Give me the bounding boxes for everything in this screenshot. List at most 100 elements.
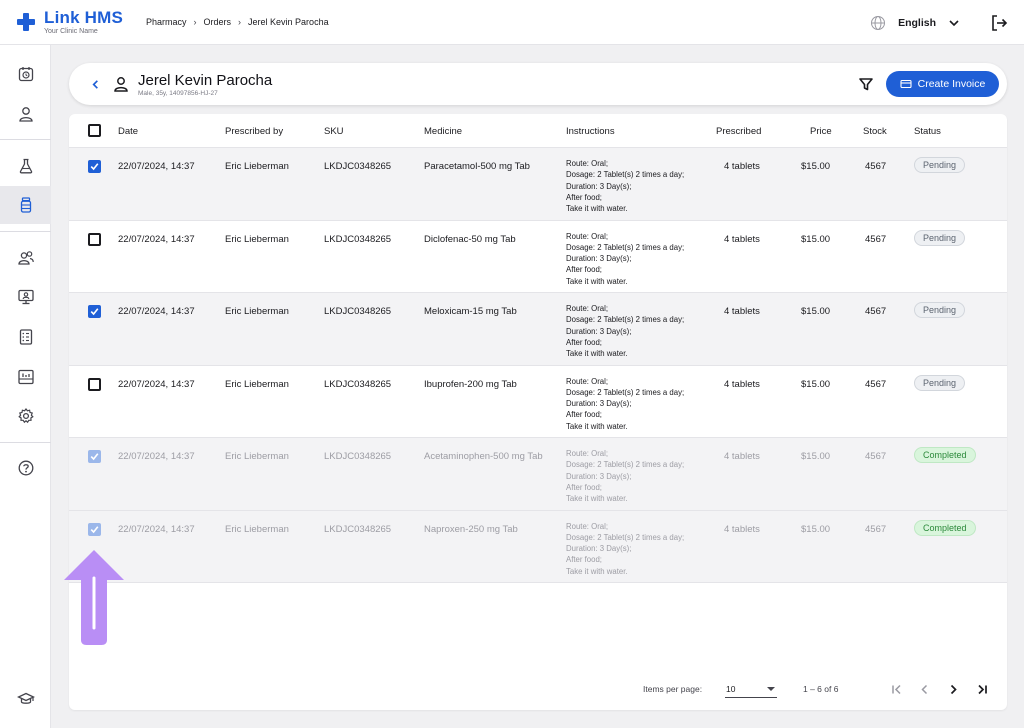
chevron-left-icon: [91, 79, 98, 89]
breadcrumb-orders[interactable]: Orders: [203, 17, 232, 27]
status-badge: Pending: [914, 302, 966, 318]
cell-medicine: Acetaminophen-500 mg Tab: [424, 451, 543, 462]
medicine-bottle-icon[interactable]: [0, 186, 51, 224]
cell-sku: LKDJC0348265: [324, 378, 392, 390]
back-button[interactable]: [86, 75, 104, 93]
group-icon[interactable]: [0, 239, 51, 277]
breadcrumb-separator-icon: ›: [193, 17, 197, 27]
next-page-button[interactable]: [945, 681, 961, 697]
cell-price: $15.00: [801, 161, 831, 172]
row-checkbox[interactable]: [88, 450, 101, 463]
row-checkbox[interactable]: [88, 522, 101, 536]
previous-page-button[interactable]: [916, 681, 932, 697]
instruction-line: Route: Oral;: [566, 449, 609, 458]
report-icon[interactable]: [0, 358, 51, 396]
table-row[interactable]: 22/07/2024, 14:37 Eric Lieberman LKDJC0348…: [69, 293, 1007, 366]
cell-date: 22/07/2024, 14:37: [118, 523, 195, 535]
instruction-line: Duration: 3 Day(s);: [566, 399, 632, 409]
help-icon[interactable]: [0, 449, 51, 487]
person-icon[interactable]: [0, 95, 51, 133]
items-per-page-select[interactable]: 10: [725, 680, 777, 698]
table-row[interactable]: 22/07/2024, 14:37 Eric Lieberman LKDJC0348…: [69, 510, 1007, 583]
breadcrumb-pharmacy[interactable]: Pharmacy: [146, 17, 187, 27]
column-header-prescribed-by[interactable]: Prescribed by: [225, 126, 284, 137]
patient-header: Jerel Kevin Parocha Male, 35y, 14097856-…: [69, 63, 1007, 105]
sidebar-divider: [0, 231, 51, 232]
globe-icon[interactable]: [870, 15, 886, 31]
create-invoice-button[interactable]: Create Invoice: [886, 71, 999, 97]
column-header-status[interactable]: Status: [914, 126, 941, 137]
cell-instructions: Route: Oral; Dosage: 2 Tablet(s) 2 times …: [566, 521, 716, 577]
chevron-down-icon[interactable]: [948, 17, 960, 29]
cell-prescribed-by: Eric Lieberman: [225, 306, 289, 317]
instruction-line: After food;: [566, 555, 602, 565]
instruction-line: Dosage: 2 Tablet(s) 2 times a day;: [566, 242, 685, 252]
row-checkbox[interactable]: [88, 305, 101, 318]
cell-prescribed: 4 tablets: [724, 233, 760, 245]
instruction-line: Take it with water.: [566, 204, 628, 214]
column-header-date[interactable]: Date: [118, 126, 139, 137]
status-badge: Completed: [914, 519, 976, 536]
instruction-line: After food;: [566, 482, 602, 492]
language-selector[interactable]: English: [898, 16, 936, 29]
graduation-cap-icon[interactable]: [0, 680, 51, 718]
instruction-line: Take it with water.: [566, 276, 628, 286]
table-row[interactable]: 22/07/2024, 14:37 Eric Lieberman LKDJC0348…: [69, 438, 1007, 511]
row-checkbox[interactable]: [88, 377, 101, 391]
table-row[interactable]: 22/07/2024, 14:37 Eric Lieberman LKDJC0348…: [69, 366, 1007, 438]
cell-price: $15.00: [801, 233, 831, 245]
instruction-line: Take it with water.: [566, 349, 628, 359]
breadcrumb-separator-icon: ›: [238, 17, 242, 27]
row-checkbox[interactable]: [88, 160, 101, 173]
row-checkbox[interactable]: [88, 232, 101, 246]
table-row[interactable]: 22/07/2024, 14:37 Eric Lieberman LKDJC0348…: [69, 148, 1007, 221]
cell-date: 22/07/2024, 14:37: [118, 451, 195, 462]
column-header-stock[interactable]: Stock: [863, 126, 887, 137]
cell-stock: 4567: [865, 233, 887, 245]
cell-instructions: Route: Oral; Dosage: 2 Tablet(s) 2 times …: [566, 376, 716, 432]
cell-sku: LKDJC0348265: [324, 523, 392, 535]
card-icon: [900, 79, 912, 89]
checkmark-icon: [90, 163, 99, 171]
status-badge: Pending: [914, 374, 966, 391]
brand-logo[interactable]: Link HMS Your Clinic Name: [16, 9, 146, 35]
instruction-line: Duration: 3 Day(s);: [566, 326, 632, 336]
create-invoice-label: Create Invoice: [917, 78, 986, 90]
instruction-line: Dosage: 2 Tablet(s) 2 times a day;: [566, 460, 685, 470]
checkmark-icon: [90, 525, 99, 533]
cell-prescribed: 4 tablets: [724, 306, 760, 317]
sidebar-divider: [0, 139, 51, 140]
instruction-line: Take it with water.: [566, 421, 628, 431]
column-header-prescribed[interactable]: Prescribed: [716, 126, 762, 137]
breadcrumb-patient: Jerel Kevin Parocha: [248, 17, 329, 27]
filter-icon[interactable]: [858, 76, 874, 92]
column-header-medicine[interactable]: Medicine: [424, 126, 463, 137]
instruction-line: After food;: [566, 410, 602, 420]
instruction-line: Dosage: 2 Tablet(s) 2 times a day;: [566, 315, 685, 325]
calendar-icon[interactable]: [0, 55, 51, 93]
column-header-sku[interactable]: SKU: [324, 126, 344, 137]
instruction-line: Duration: 3 Day(s);: [566, 544, 632, 554]
up-arrow-annotation-icon: [64, 550, 124, 645]
instruction-line: Route: Oral;: [566, 159, 609, 168]
table-row[interactable]: 22/07/2024, 14:37 Eric Lieberman LKDJC0348…: [69, 221, 1007, 293]
gear-icon[interactable]: [0, 397, 51, 435]
instruction-line: After food;: [566, 265, 602, 275]
page-range: 1 – 6 of 6: [803, 684, 839, 694]
logout-icon[interactable]: [990, 14, 1008, 32]
orders-table: Date Prescribed by SKU Medicine Instruct…: [69, 114, 1007, 710]
first-page-icon: [891, 684, 901, 694]
column-header-instructions[interactable]: Instructions: [566, 126, 615, 137]
instruction-line: Dosage: 2 Tablet(s) 2 times a day;: [566, 170, 685, 180]
cell-sku: LKDJC0348265: [324, 233, 392, 245]
instruction-line: Route: Oral;: [566, 231, 609, 241]
items-per-page-label: Items per page:: [643, 684, 703, 694]
document-icon[interactable]: [0, 318, 51, 356]
monitor-icon[interactable]: [0, 278, 51, 316]
column-header-price[interactable]: Price: [810, 126, 832, 137]
cell-medicine: Diclofenac-50 mg Tab: [424, 233, 516, 245]
last-page-button[interactable]: [974, 681, 990, 697]
select-all-checkbox[interactable]: [88, 124, 101, 137]
first-page-button[interactable]: [888, 681, 904, 697]
flask-icon[interactable]: [0, 147, 51, 185]
